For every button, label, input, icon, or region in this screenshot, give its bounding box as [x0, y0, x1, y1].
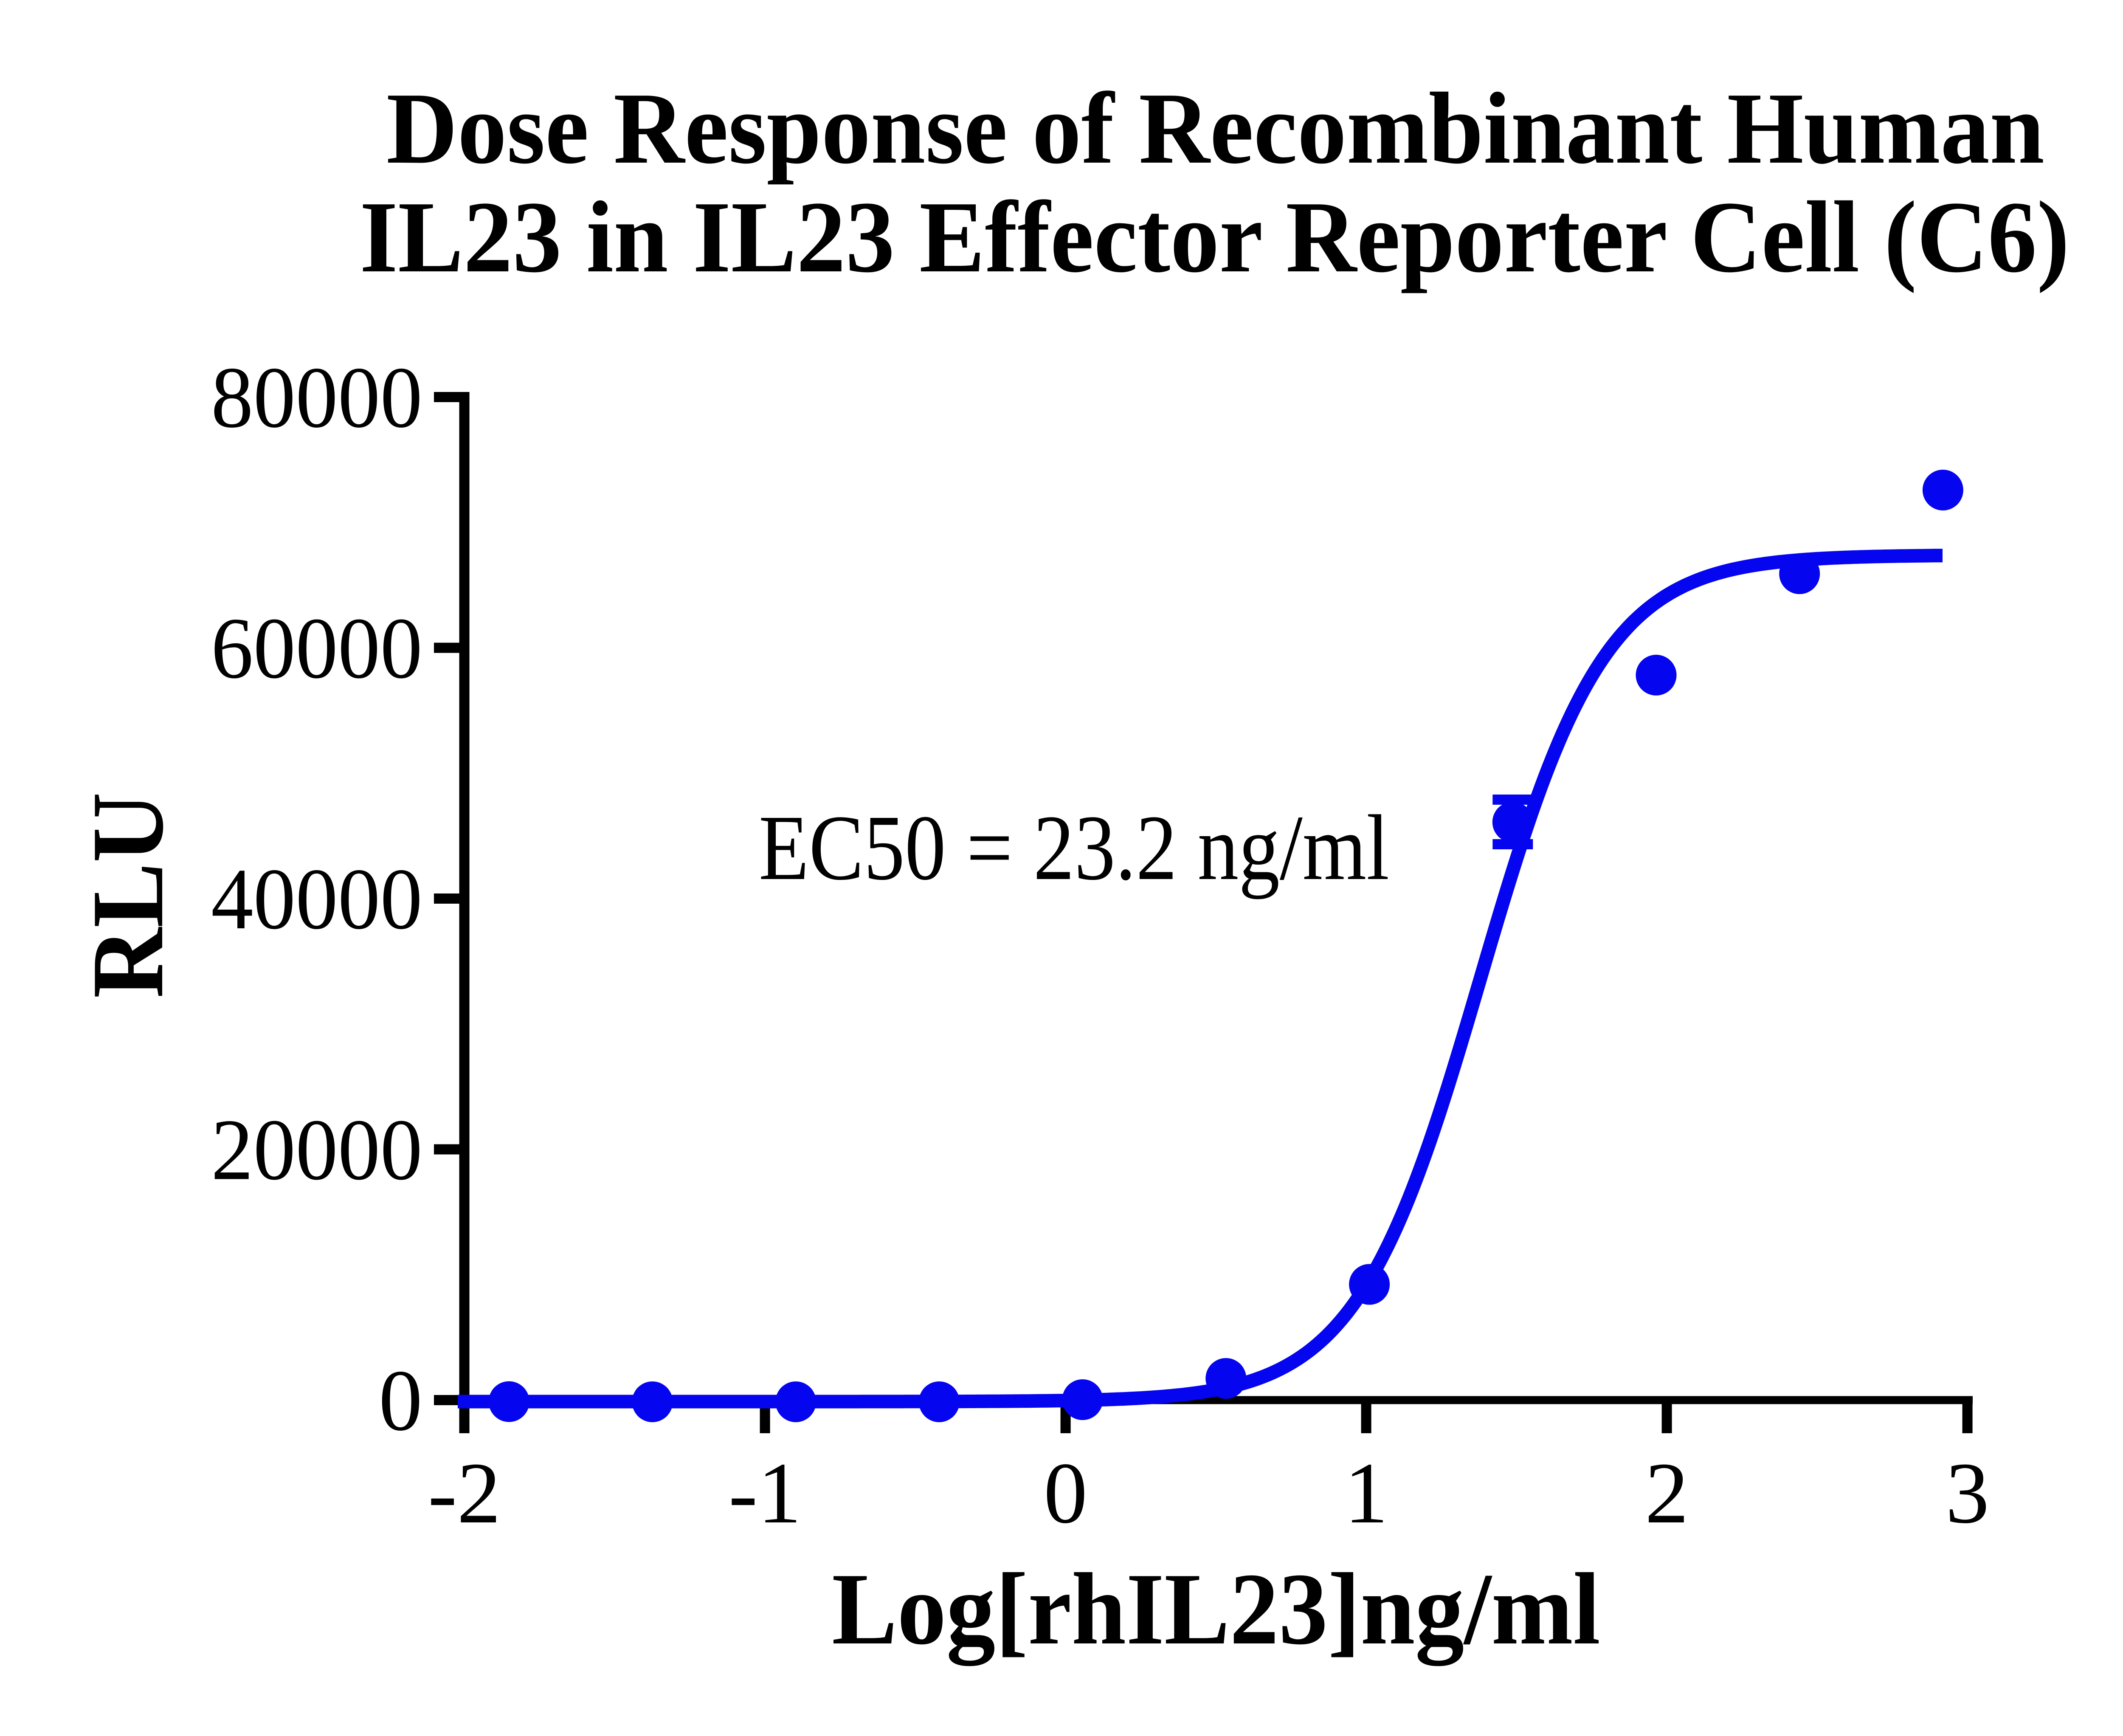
- svg-text:20000: 20000: [211, 1101, 422, 1198]
- svg-text:40000: 40000: [211, 850, 422, 947]
- svg-text:RLU: RLU: [71, 792, 185, 998]
- svg-text:-2: -2: [428, 1444, 501, 1542]
- svg-text:1: 1: [1344, 1444, 1388, 1542]
- svg-text:Log[rhIL23]ng/ml: Log[rhIL23]ng/ml: [832, 1552, 1600, 1666]
- svg-text:80000: 80000: [211, 349, 422, 446]
- svg-text:2: 2: [1645, 1444, 1689, 1542]
- svg-text:60000: 60000: [211, 600, 422, 697]
- svg-text:-1: -1: [729, 1444, 802, 1542]
- svg-text:IL23 in IL23 Effector Reporter: IL23 in IL23 Effector Reporter Cell (C6): [360, 180, 2070, 294]
- svg-text:0: 0: [379, 1352, 422, 1449]
- svg-text:EC50 = 23.2 ng/ml: EC50 = 23.2 ng/ml: [759, 796, 1389, 899]
- svg-text:Dose Response of Recombinant H: Dose Response of Recombinant Human: [386, 72, 2044, 185]
- svg-text:0: 0: [1044, 1444, 1087, 1542]
- svg-text:3: 3: [1946, 1444, 1989, 1542]
